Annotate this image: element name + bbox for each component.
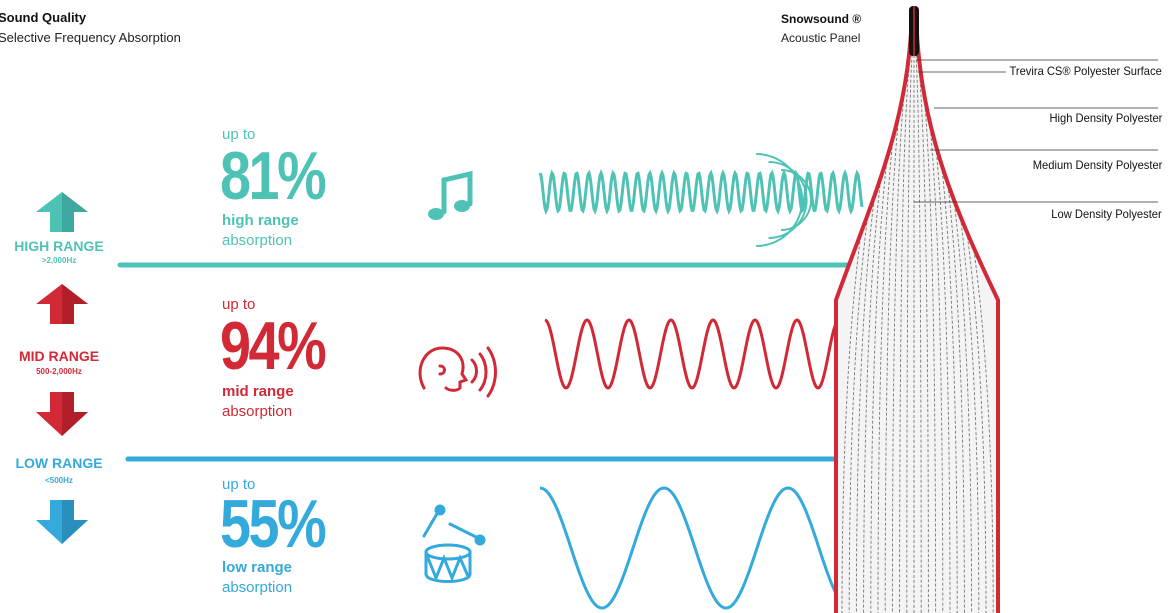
product-subtitle: Acoustic Panel [781,31,861,45]
drum-icon [422,504,486,583]
layer-label-surface: Trevira CS® Polyester Surface [1005,64,1162,78]
low-range-frequency: <500Hz [45,476,73,485]
high-range-absorption: absorption [222,232,293,249]
low-range-absorption: absorption [222,579,293,596]
low-range-percent: 55% [220,486,327,562]
panel-fiber-line [841,39,915,613]
sound-waves [538,153,913,610]
mid-range-down-arrow [36,392,88,436]
mid-range-range-label: mid range [222,383,294,400]
high-range-percent: 81% [220,138,327,214]
mid-range-up-arrow [36,284,88,324]
panel-fiber-line [913,39,987,613]
diagram-title: Sound Quality [0,10,87,25]
mid-range-frequency: 500-2,000Hz [36,367,82,376]
music-note-icon [428,170,473,220]
diagram-subtitle: Selective Frequency Absorption [0,30,181,45]
low-range-upto: up to [222,476,256,493]
mid-range-percent: 94% [220,308,327,384]
low-range-down-arrow [36,500,88,544]
reflection-arc [756,153,804,247]
layer-label-low-density: Low Density Polyester [1047,207,1162,221]
high-range-frequency: >2,000Hz [41,256,77,265]
speaking-head-icon [418,346,497,398]
mid-range-label: MID RANGE [18,348,100,364]
low-range-label: LOW RANGE [0,455,118,471]
product-title: Snowsound ® [781,12,862,26]
layer-label-medium-density: Medium Density Polyester [1028,158,1162,172]
layer-label-high-density: High Density Polyester [1045,111,1162,125]
high-range-label: HIGH RANGE [14,238,104,254]
high-range-upto: up to [222,126,256,143]
panel-fiber-line [913,39,944,613]
low-range-range-label: low range [222,559,293,576]
mid-range-upto: up to [222,296,256,313]
mid-frequency-wave [544,318,890,390]
panel-fiber-line [884,39,915,613]
layer-leader-lines [914,59,1158,203]
acoustic-panel [834,6,1000,613]
high-range-range-label: high range [222,212,299,229]
high-range-up-arrow [36,192,88,232]
mid-range-absorption: absorption [222,403,293,420]
high-frequency-wave [538,168,864,215]
reflection-arc [768,161,808,239]
